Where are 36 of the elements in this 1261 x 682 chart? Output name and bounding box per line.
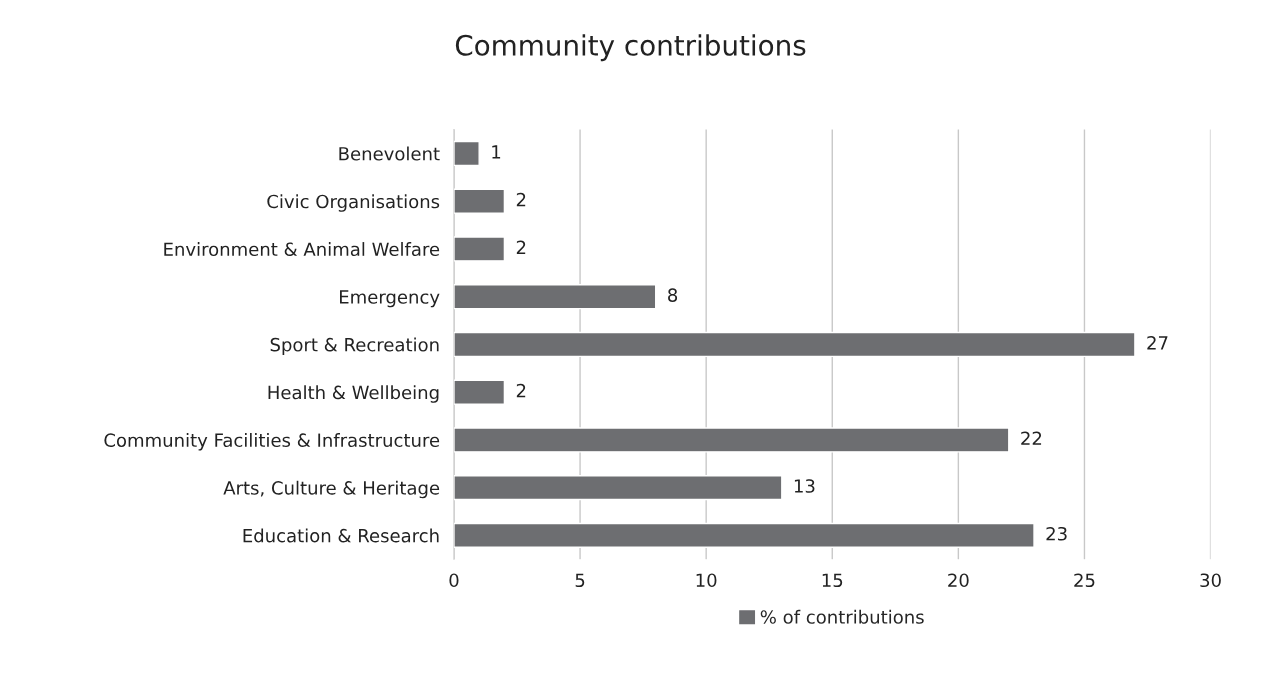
data-label: 13: [794, 479, 815, 493]
y-tick-label: Education & Research: [243, 528, 439, 543]
data-label: 8: [668, 288, 678, 302]
x-tick-label: 0: [449, 573, 459, 588]
y-tick-label: Arts, Culture & Heritage: [223, 480, 440, 499]
bar: [453, 379, 506, 405]
data-label: 1: [492, 145, 501, 159]
legend-label: % of contributions: [760, 609, 924, 624]
bar: [453, 188, 506, 214]
y-tick-label: Sport & Recreation: [270, 337, 439, 356]
x-tick-label: 10: [696, 573, 717, 588]
x-tick-label: 30: [1200, 573, 1221, 588]
bar: [453, 522, 1035, 548]
x-tick-label: 5: [575, 573, 585, 588]
data-label: 2: [516, 192, 526, 207]
y-tick-label: Emergency: [340, 290, 440, 308]
bar: [453, 140, 480, 167]
data-label: 27: [1147, 335, 1168, 350]
data-label: 23: [1046, 526, 1067, 541]
data-label: 2: [516, 240, 526, 254]
bar: [453, 284, 657, 310]
y-tick-label: Benevolent: [339, 146, 440, 161]
bar: [453, 427, 1010, 453]
y-tick-label: Civic Organisations: [267, 194, 440, 212]
y-tick-label: Health & Wellbeing: [268, 385, 439, 403]
bar: [453, 331, 1136, 358]
x-tick-label: 25: [1074, 573, 1095, 588]
x-tick-label: 15: [822, 573, 843, 588]
y-tick-label: Community Facilities & Infrastructure: [104, 433, 440, 451]
chart-title: Community contributions: [455, 34, 806, 62]
bar: [453, 474, 783, 501]
data-label: 22: [1021, 431, 1042, 445]
x-tick-label: 20: [948, 573, 969, 588]
data-label: 2: [516, 383, 526, 398]
y-tick-label: Environment & Animal Welfare: [164, 242, 440, 257]
bar: [453, 236, 506, 262]
